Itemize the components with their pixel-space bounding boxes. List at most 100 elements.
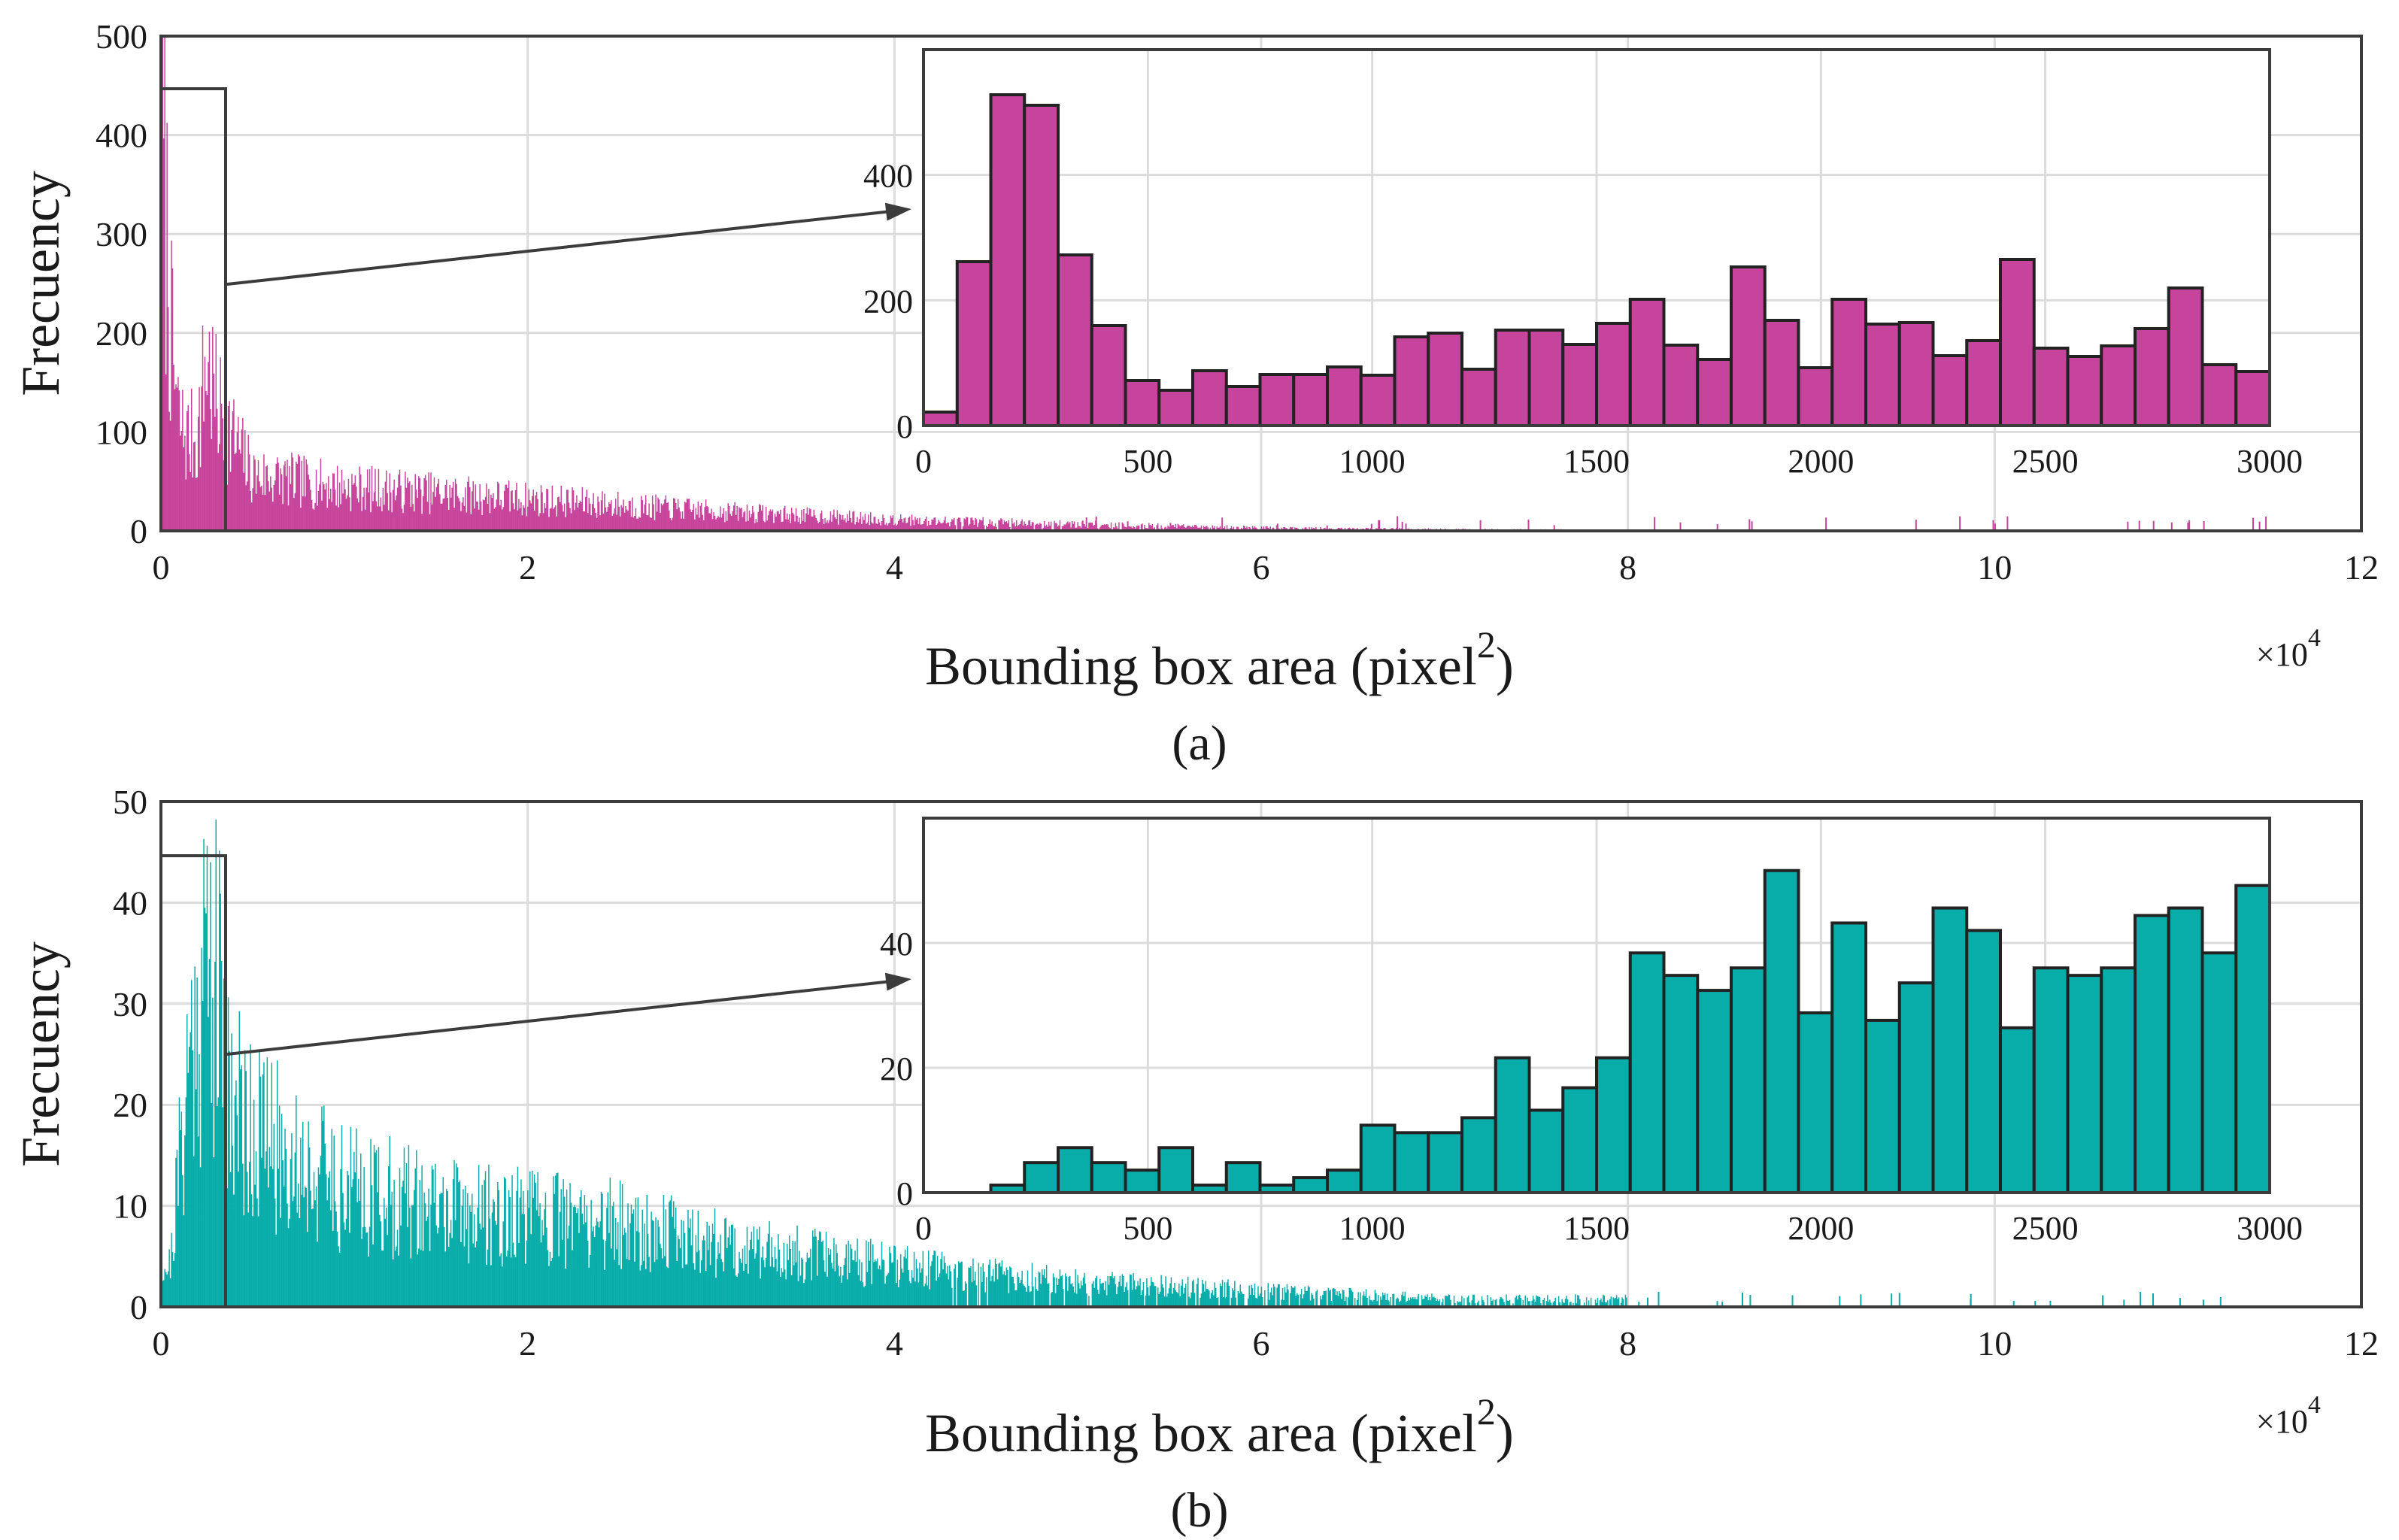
y-tick-label: 0 <box>130 512 147 550</box>
y-tick-label: 100 <box>96 413 147 451</box>
inset-bar <box>2066 974 2103 1195</box>
inset-x-tick-label: 3000 <box>2237 1210 2303 1247</box>
inset-bar <box>1157 389 1194 427</box>
inset-bar <box>1628 951 1666 1195</box>
panel-label: (b) <box>1171 1483 1229 1538</box>
x-tick-label: 12 <box>2344 548 2379 587</box>
x-tick-label: 6 <box>1253 548 1270 587</box>
inset-x-tick-label: 2500 <box>2012 443 2079 480</box>
inset-y-tick-label: 0 <box>896 408 913 445</box>
inset-bar <box>1023 1161 1060 1195</box>
inset-bar <box>1965 929 2002 1195</box>
inset-bar <box>1897 321 1935 427</box>
y-axis-label: Frecuency <box>11 171 71 396</box>
zoom-arrow-head-icon <box>884 202 911 221</box>
x-tick-label: 0 <box>153 548 170 587</box>
zoom-arrow <box>226 209 897 286</box>
histogram-bars <box>161 36 2267 531</box>
inset-bar <box>1427 332 1463 427</box>
y-tick-label: 10 <box>113 1187 147 1226</box>
inset-bar <box>1931 906 1969 1195</box>
inset-bar <box>1157 1146 1194 1194</box>
inset-bar <box>1662 974 1700 1195</box>
inset-bar <box>2234 884 2271 1194</box>
inset-bar <box>1124 379 1161 427</box>
inset-bar <box>1830 298 1867 427</box>
y-tick-label: 20 <box>113 1086 147 1124</box>
inset-bar <box>1931 354 1969 427</box>
inset-axes-frame <box>922 48 2271 427</box>
inset-bar <box>2234 370 2271 427</box>
inset-bar <box>2134 914 2170 1194</box>
inset-bar <box>2200 363 2238 427</box>
inset-bar <box>1090 324 1127 427</box>
inset-bar <box>2200 951 2238 1195</box>
inset-bar <box>1999 258 2036 427</box>
inset-x-tick-label: 2500 <box>2012 1210 2079 1247</box>
y-tick-label: 500 <box>96 17 147 56</box>
inset-axes-frame <box>922 817 2271 1194</box>
y-tick-label: 30 <box>113 985 147 1023</box>
inset-bar <box>1527 1108 1565 1194</box>
inset-bar <box>1897 981 1935 1194</box>
inset-bar <box>1730 966 1767 1194</box>
panel-a: 0 2 4 6 8 10 12 0 100 200 300 400 500 Frecuency Boundi… <box>11 17 2379 771</box>
inset-y-tick-label: 20 <box>880 1050 913 1087</box>
inset-bar <box>1057 1146 1093 1194</box>
inset-bar <box>1797 1011 1834 1194</box>
panel-label: (a) <box>1172 716 1227 771</box>
inset-grid <box>924 50 2270 426</box>
inset-x-tick-label: 1500 <box>1563 1210 1630 1247</box>
inset-bar <box>1326 365 1363 427</box>
x-tick-label: 10 <box>1977 548 2012 587</box>
main-axes-frame <box>159 35 2363 532</box>
inset-chart: 0 500 1000 1500 2000 2500 3000 0 200 400 <box>863 48 2303 480</box>
inset-bar <box>1393 1131 1430 1194</box>
inset-x-tick-label: 500 <box>1123 443 1172 480</box>
y-tick-label: 200 <box>96 314 147 353</box>
inset-bar <box>1090 1161 1127 1195</box>
y-tick-label: 300 <box>96 215 147 253</box>
x-axis-label: Bounding box area (pixel2) <box>925 1390 1514 1463</box>
inset-bar <box>1326 1169 1363 1194</box>
inset-bar <box>1494 1056 1531 1194</box>
y-tick-label: 40 <box>113 884 147 922</box>
inset-x-tick-label: 500 <box>1123 1210 1172 1247</box>
inset-x-tick-label: 0 <box>915 1210 932 1247</box>
inset-bar <box>1830 921 1867 1194</box>
inset-bar <box>1595 1056 1632 1194</box>
y-tick-label: 50 <box>113 783 147 821</box>
inset-bar <box>955 260 993 427</box>
inset-bar <box>2066 355 2103 427</box>
inset-bar <box>1023 104 1060 427</box>
inset-bar <box>1427 1131 1463 1194</box>
x-tick-label: 6 <box>1253 1324 1270 1363</box>
y-tick-label: 0 <box>130 1288 147 1326</box>
main-histogram <box>161 36 2267 531</box>
inset-bars <box>922 93 2271 427</box>
x-tick-label: 12 <box>2344 1324 2379 1363</box>
inset-x-tick-label: 1000 <box>1339 1210 1406 1247</box>
inset-bar <box>1527 329 1565 427</box>
main-axes-frame <box>159 800 2363 1308</box>
inset-bar <box>1191 369 1228 427</box>
inset-bar <box>1494 329 1531 427</box>
x-tick-label: 10 <box>1977 1324 2012 1363</box>
zoom-arrow-head-icon <box>884 972 911 991</box>
inset-bar <box>2032 347 2070 427</box>
inset-bar <box>2032 966 2070 1194</box>
inset-bar <box>1224 1161 1262 1195</box>
inset-y-tick-label: 40 <box>880 926 913 962</box>
inset-bar <box>1292 1176 1329 1194</box>
inset-bar <box>1292 373 1329 427</box>
inset-bar <box>1797 366 1834 427</box>
inset-y-tick-label: 0 <box>896 1175 913 1212</box>
inset-bar <box>2167 286 2204 427</box>
zoom-arrow <box>226 979 897 1056</box>
inset-bar <box>1965 339 2002 427</box>
inset-bar <box>1595 322 1632 427</box>
inset-bar <box>1359 1123 1397 1194</box>
inset-bar <box>1359 374 1397 427</box>
y-tick-label: 400 <box>96 117 147 155</box>
